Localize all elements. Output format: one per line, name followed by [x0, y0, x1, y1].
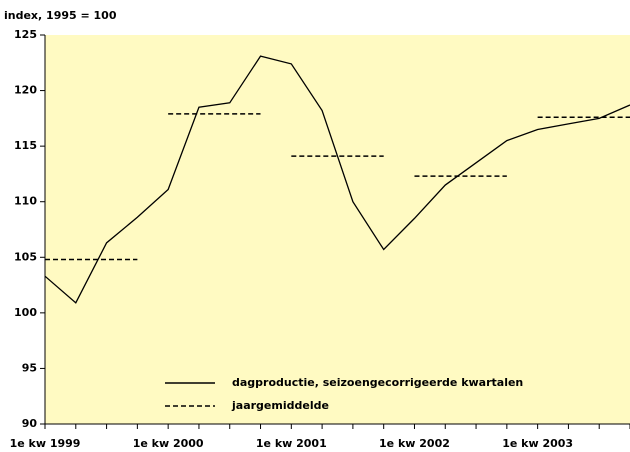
legend-label: dagproductie, seizoengecorrigeerde kwart…: [232, 376, 523, 389]
y-tick-label: 100: [14, 306, 37, 319]
plot-area: [45, 35, 630, 424]
x-tick-label: 1e kw 2003: [502, 437, 573, 450]
legend-label: jaargemiddelde: [231, 399, 329, 412]
x-tick-label: 1e kw 2000: [133, 437, 204, 450]
y-axis-label: index, 1995 = 100: [4, 9, 117, 22]
y-tick-label: 95: [22, 361, 37, 374]
line: [44, 55, 630, 304]
y-tick-label: 125: [14, 28, 37, 41]
y-tick-label: 110: [14, 195, 37, 208]
y-tick-label: 90: [22, 417, 38, 430]
y-tick-label: 120: [14, 84, 37, 97]
x-tick-label: 1e kw 2002: [379, 437, 450, 450]
y-tick-label: 115: [14, 139, 37, 152]
x-tick-label: 1e kw 1999: [10, 437, 81, 450]
y-tick-label: 105: [14, 250, 37, 263]
x-tick-label: 1e kw 2001: [256, 437, 327, 450]
